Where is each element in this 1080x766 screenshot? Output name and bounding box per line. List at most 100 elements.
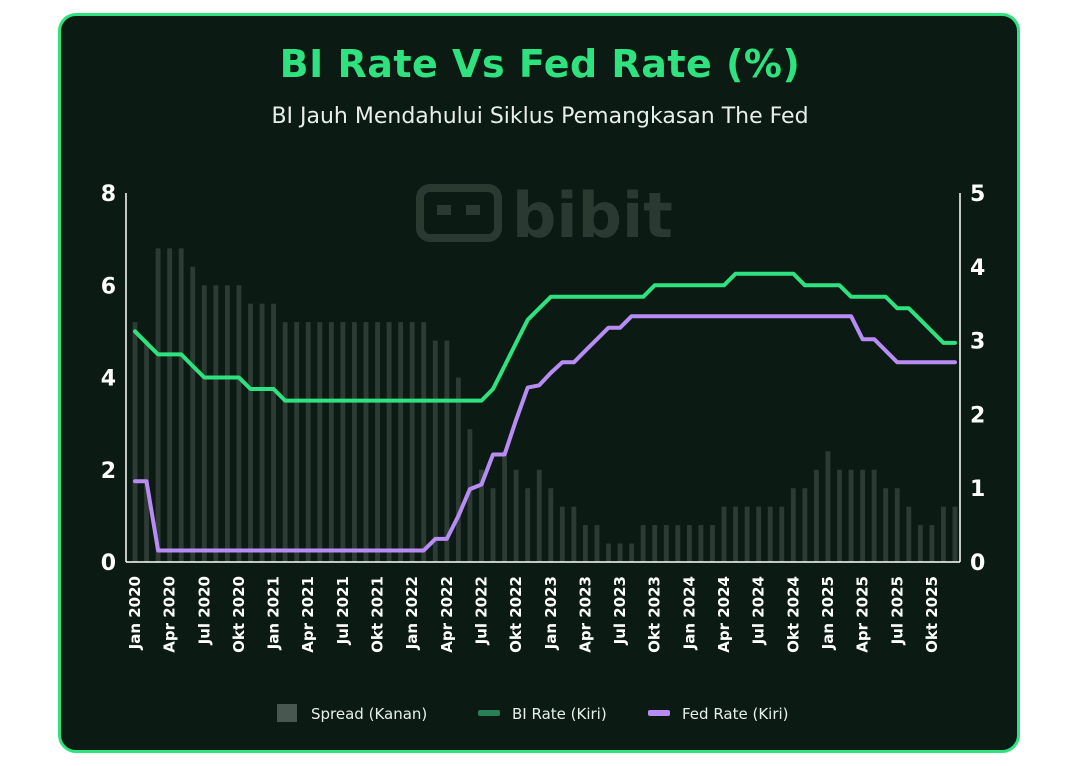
spread-bar <box>629 543 635 562</box>
x-tick-label: Jul 2023 <box>611 576 629 645</box>
x-tick-label: Jul 2020 <box>195 576 213 645</box>
spread-bar <box>663 525 669 562</box>
spread-bar <box>721 506 727 562</box>
chart-subtitle: BI Jauh Mendahului Siklus Pemangkasan Th… <box>271 104 809 129</box>
spread-bar <box>536 469 542 562</box>
x-tick-label: Jul 2021 <box>334 576 352 645</box>
spread-bar <box>479 469 484 562</box>
fed-rate-line <box>133 314 957 553</box>
legend-swatch-fed <box>648 710 670 716</box>
spread-bar <box>582 525 588 562</box>
spread-bar <box>906 506 912 562</box>
axes <box>125 193 961 563</box>
x-tick-label: Apr 2024 <box>715 576 733 653</box>
spread-bar <box>860 469 866 562</box>
y-left-tick-label: 2 <box>101 459 116 484</box>
spread-bar <box>779 506 785 562</box>
x-tick-label: Jul 2022 <box>473 576 491 645</box>
spread-bar <box>375 322 380 562</box>
x-axis-ticks: Jan 2020 Apr 2020 Jul 2020 Okt 2020 Jan 2021… <box>126 576 941 653</box>
watermark-logo: bibit <box>416 179 673 252</box>
spread-bar <box>686 525 692 562</box>
spread-bar <box>710 525 715 562</box>
spread-bar <box>513 469 519 562</box>
y-right-tick-label: 5 <box>970 182 985 207</box>
spread-bar <box>271 303 277 562</box>
x-tick-label: Apr 2021 <box>299 576 317 653</box>
spread-bar <box>617 543 623 562</box>
spread-bar <box>363 322 369 562</box>
spread-bar <box>917 525 923 562</box>
x-tick-label: Okt 2024 <box>784 576 802 653</box>
x-tick-label: Jan 2024 <box>680 576 698 650</box>
spread-bar <box>155 248 161 562</box>
y-right-tick-label: 2 <box>970 403 985 428</box>
spread-bar <box>236 285 242 562</box>
spread-bar <box>813 469 819 562</box>
legend-swatch-bi <box>478 710 500 716</box>
spread-bar <box>733 506 738 562</box>
spread-bar <box>559 506 565 562</box>
spread-bar <box>744 506 750 562</box>
spread-bar <box>502 451 508 562</box>
spread-bar <box>675 525 681 562</box>
spread-bar <box>178 248 184 562</box>
spread-bar <box>421 322 427 562</box>
spread-bar <box>929 525 935 562</box>
y-right-tick-label: 3 <box>970 330 985 355</box>
x-tick-label: Jul 2025 <box>888 576 906 645</box>
spread-bar <box>167 248 173 562</box>
x-tick-label: Okt 2022 <box>507 576 525 653</box>
spread-bar <box>317 322 323 562</box>
x-tick-label: Okt 2021 <box>369 576 387 653</box>
legend-swatch-spread <box>277 704 297 722</box>
x-tick-label: Jan 2020 <box>126 576 144 650</box>
y-right-tick-label: 4 <box>970 256 985 281</box>
x-tick-label: Jan 2025 <box>819 576 837 650</box>
chart-title: BI Rate Vs Fed Rate (%) <box>279 42 801 86</box>
spread-bar <box>467 429 473 562</box>
spread-bar <box>802 488 808 562</box>
spread-bar <box>340 322 346 562</box>
spread-bar <box>825 451 831 562</box>
y-left-tick-label: 6 <box>101 274 116 299</box>
spread-bars <box>132 248 958 562</box>
spread-bar <box>790 488 796 562</box>
x-tick-label: Okt 2020 <box>230 576 248 653</box>
watermark-logo-eye-right <box>466 205 480 215</box>
spread-bar <box>248 303 253 562</box>
spread-bar <box>871 469 877 562</box>
spread-bar <box>190 266 196 562</box>
spread-bar <box>398 322 404 562</box>
spread-bar <box>224 285 230 562</box>
spread-bar <box>132 322 138 562</box>
x-tick-label: Jul 2024 <box>750 576 768 645</box>
spread-bar <box>594 525 600 562</box>
spread-bar <box>883 488 889 562</box>
watermark-logo-eye-left <box>437 205 451 215</box>
spread-bar <box>144 340 149 562</box>
y-right-tick-label: 1 <box>970 477 985 502</box>
x-tick-label: Apr 2023 <box>576 576 594 653</box>
spread-bar <box>352 322 357 562</box>
spread-bar <box>386 322 392 562</box>
spread-bar <box>282 322 288 562</box>
watermark-text: bibit <box>512 179 673 252</box>
spread-bar <box>444 340 450 562</box>
x-tick-label: Apr 2020 <box>161 576 179 653</box>
bi-rate-line <box>133 271 957 403</box>
legend: Spread (Kanan) BI Rate (Kiri) Fed Rate (Ki… <box>277 704 789 723</box>
x-tick-label: Okt 2023 <box>646 576 664 653</box>
rate-lines <box>133 271 957 553</box>
spread-bar <box>201 285 207 562</box>
spread-bar <box>432 340 438 562</box>
y-axis-ticks: 0 2 4 6 8 0 1 2 3 4 5 <box>101 182 986 576</box>
x-tick-label: Jan 2022 <box>403 576 421 650</box>
spread-bar <box>294 322 300 562</box>
legend-label: Spread (Kanan) <box>311 705 427 723</box>
spread-bar <box>259 303 265 562</box>
spread-bar <box>652 525 658 562</box>
spread-bar <box>941 506 946 562</box>
spread-bar <box>640 525 646 562</box>
